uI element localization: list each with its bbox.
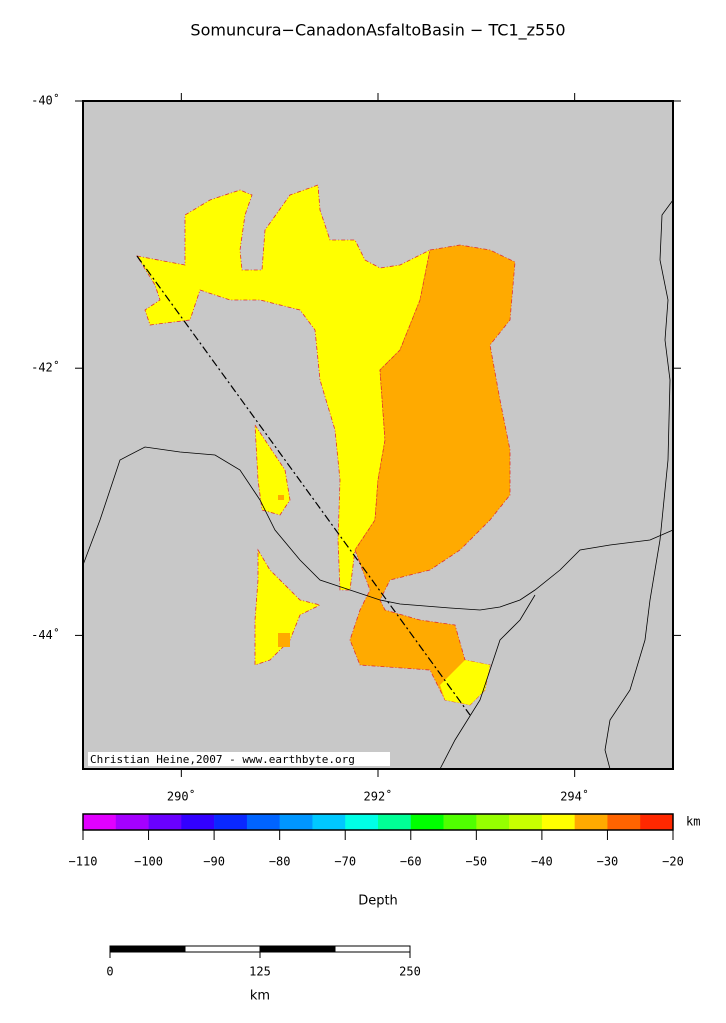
y-tick-label: -44˚ bbox=[31, 627, 60, 642]
colorbar-label: Depth bbox=[358, 894, 398, 909]
title: Somuncura−CanadonAsfaltoBasin − TC1_z550 bbox=[190, 21, 565, 41]
colorbar-segment bbox=[279, 814, 313, 830]
colorbar-segment bbox=[115, 814, 149, 830]
colorbar-segment bbox=[378, 814, 412, 830]
scalebar-segment bbox=[109, 945, 186, 953]
x-tick-label: 294˚ bbox=[560, 789, 589, 804]
colorbar-tick-label: −100 bbox=[134, 855, 163, 869]
colorbar-segment bbox=[83, 814, 117, 830]
colorbar-segment bbox=[410, 814, 444, 830]
colorbar-tick-label: −20 bbox=[662, 855, 684, 869]
scalebar-tick-label: 125 bbox=[249, 965, 271, 979]
depth-region bbox=[278, 633, 290, 647]
colorbar-segment bbox=[476, 814, 510, 830]
scalebar-tick-label: 250 bbox=[399, 965, 421, 979]
x-tick-label: 290˚ bbox=[167, 789, 196, 804]
scalebar-segment bbox=[184, 945, 261, 953]
colorbar-tick-label: −30 bbox=[597, 855, 619, 869]
y-tick-label: -42˚ bbox=[31, 360, 60, 375]
colorbar-tick-label: −70 bbox=[334, 855, 356, 869]
colorbar-segment bbox=[345, 814, 379, 830]
colorbar-segment bbox=[607, 814, 641, 830]
colorbar-tick-label: −60 bbox=[400, 855, 422, 869]
colorbar-segment bbox=[312, 814, 346, 830]
scalebar-unit: km bbox=[250, 989, 270, 1004]
colorbar-segment bbox=[246, 814, 280, 830]
credit: Christian Heine,2007 - www.earthbyte.org bbox=[90, 753, 355, 766]
depth-region bbox=[254, 423, 291, 516]
colorbar-tick-label: −110 bbox=[69, 855, 98, 869]
depth-region bbox=[278, 495, 284, 500]
scalebar-segment bbox=[259, 945, 336, 953]
colorbar-segment bbox=[574, 814, 608, 830]
colorbar-tick-label: −90 bbox=[203, 855, 225, 869]
colorbar-segment bbox=[509, 814, 543, 830]
colorbar-segment bbox=[541, 814, 575, 830]
coastline bbox=[604, 199, 674, 770]
border-line bbox=[82, 446, 674, 611]
x-tick-label: 292˚ bbox=[364, 789, 393, 804]
border-line bbox=[439, 594, 536, 770]
colorbar-tick-label: −50 bbox=[465, 855, 487, 869]
colorbar-segment bbox=[181, 814, 215, 830]
colorbar-segment bbox=[214, 814, 248, 830]
depth-region bbox=[440, 660, 490, 705]
colorbar-frame bbox=[82, 813, 674, 831]
colorbar-segment bbox=[640, 814, 674, 830]
y-tick-label: -40˚ bbox=[31, 93, 60, 108]
scalebar-segment bbox=[334, 945, 411, 953]
credit-box bbox=[88, 752, 390, 766]
colorbar-segment bbox=[443, 814, 477, 830]
profile-line bbox=[136, 255, 471, 716]
colorbar-unit: km bbox=[686, 815, 700, 829]
depth-region bbox=[136, 184, 431, 591]
scalebar-tick-label: 0 bbox=[106, 965, 113, 979]
colorbar-segment bbox=[148, 814, 182, 830]
colorbar-tick-label: −80 bbox=[269, 855, 291, 869]
colorbar-tick-label: −40 bbox=[531, 855, 553, 869]
map-area: Christian Heine,2007 - www.earthbyte.org bbox=[82, 100, 674, 770]
